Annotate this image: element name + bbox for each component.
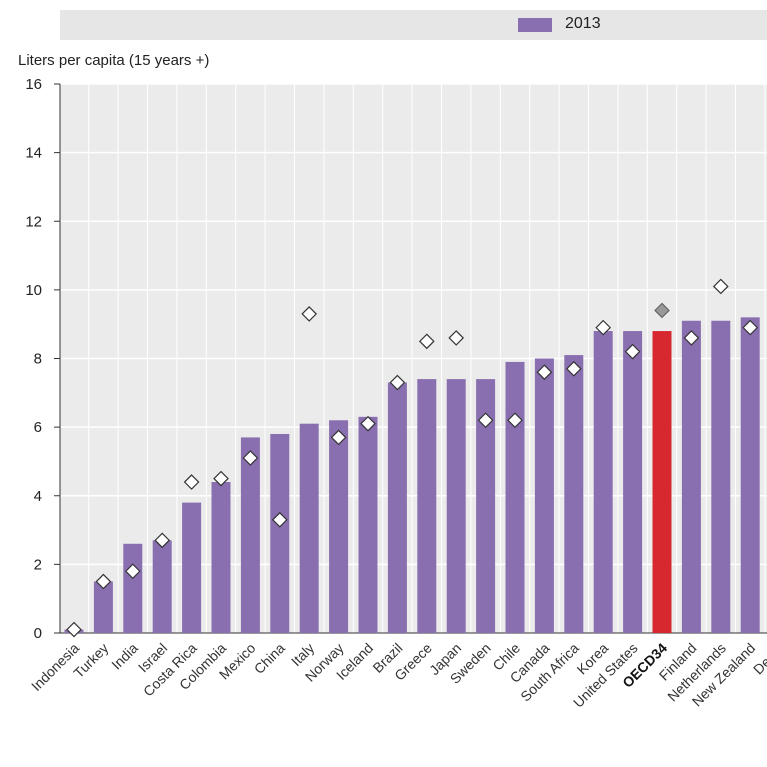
point-mexico	[242, 450, 259, 466]
point-iceland	[360, 415, 376, 432]
bar-italy	[299, 423, 319, 633]
point-united-states	[624, 343, 641, 360]
bar-turkey	[93, 581, 113, 633]
bar-israel	[152, 540, 172, 633]
bar-china	[270, 433, 290, 633]
point-japan	[448, 330, 465, 346]
bar-oecd34	[652, 331, 672, 633]
point-brazil	[389, 374, 406, 391]
bar-sweden	[476, 379, 496, 633]
point-indonesia	[66, 621, 82, 638]
y-tick-label: 16	[25, 76, 42, 93]
bar-iceland	[358, 416, 378, 633]
bar-finland	[681, 320, 701, 633]
bar-netherlands	[711, 320, 731, 633]
legend-label-2013: 2013	[565, 15, 601, 32]
bar-south-africa	[564, 355, 584, 633]
bar-new-zealand	[740, 317, 760, 633]
bar-brazil	[387, 382, 407, 633]
point-china	[271, 511, 288, 528]
bar-canada	[534, 358, 554, 633]
bar-costa-rica	[182, 502, 202, 633]
legend-swatch-2013	[518, 18, 552, 32]
x-tick-label: China	[251, 640, 288, 677]
y-tick-label: 10	[25, 282, 42, 299]
point-sweden	[477, 412, 494, 429]
y-tick-label: 2	[34, 556, 42, 573]
point-israel	[154, 532, 171, 549]
bar-greece	[417, 379, 437, 633]
point-netherlands	[712, 278, 729, 295]
bar-japan	[446, 379, 466, 633]
y-tick-label: 0	[34, 625, 42, 642]
point-italy	[301, 306, 318, 322]
bar-chile	[505, 361, 525, 633]
point-new-zealand	[742, 319, 759, 336]
point-greece	[418, 333, 435, 350]
bar-colombia	[211, 482, 231, 633]
bar-india	[123, 543, 143, 633]
point-india	[124, 563, 141, 580]
y-tick-label: 14	[25, 145, 42, 162]
point-chile	[507, 412, 523, 429]
point-korea	[595, 319, 612, 336]
point-oecd34	[654, 302, 670, 319]
bar-norway	[329, 420, 349, 633]
point-canada	[536, 364, 553, 381]
x-tick-label: India	[108, 640, 141, 673]
legend: 2013	[60, 10, 767, 40]
point-costa-rica	[183, 474, 200, 490]
point-norway	[330, 429, 347, 446]
y-tick-label: 8	[34, 351, 42, 368]
point-turkey	[95, 573, 112, 590]
point-south-africa	[565, 360, 582, 377]
y-axis-title: Liters per capita (15 years +)	[18, 52, 210, 69]
y-tick-label: 6	[34, 419, 42, 436]
y-tick-label: 4	[34, 488, 42, 505]
point-colombia	[213, 470, 229, 487]
bar-united-states	[623, 331, 643, 633]
bar-mexico	[240, 437, 260, 633]
bar-korea	[593, 331, 613, 633]
y-tick-label: 12	[25, 213, 42, 230]
point-finland	[683, 330, 700, 346]
